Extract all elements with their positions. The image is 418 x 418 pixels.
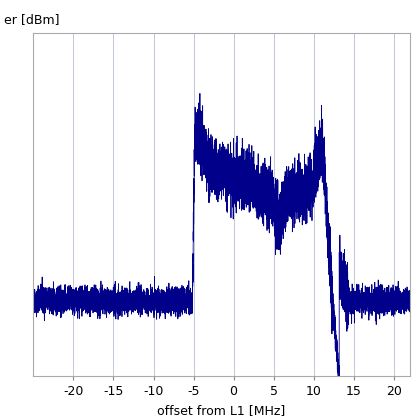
X-axis label: offset from L1 [MHz]: offset from L1 [MHz] xyxy=(158,404,285,417)
Text: er [dBm]: er [dBm] xyxy=(4,13,60,25)
